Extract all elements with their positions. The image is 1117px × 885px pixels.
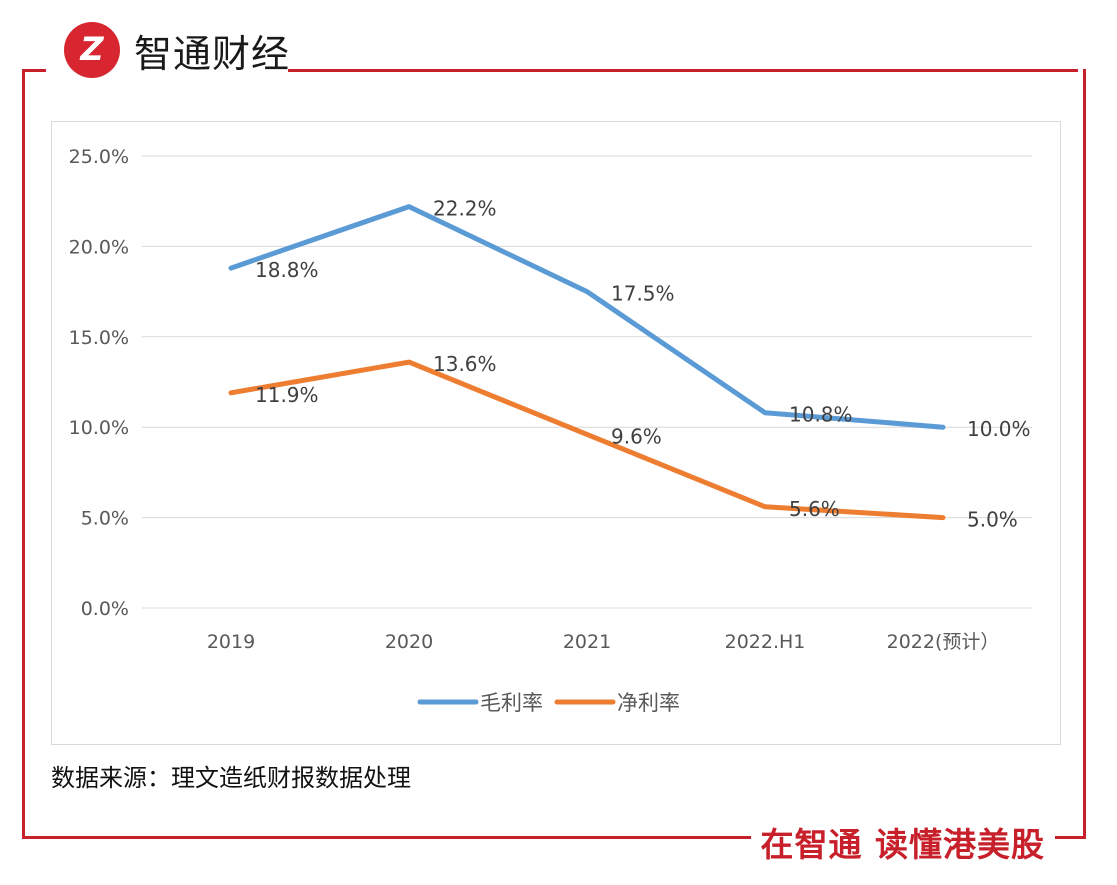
line-chart: 0.0% 5.0% 10.0% 15.0% 20.0% 25.0% 2019 2020 2021… <box>69 146 1032 715</box>
legend-label: 净利率 <box>617 691 680 715</box>
chart-area: 0.0% 5.0% 10.0% 15.0% 20.0% 25.0% 2019 2020 2021… <box>51 121 1061 745</box>
y-tick-label: 0.0% <box>81 598 129 620</box>
y-tick-label: 25.0% <box>69 146 129 168</box>
x-tick-label: 2022(预计） <box>887 631 1000 653</box>
data-label: 11.9% <box>255 383 319 407</box>
y-tick-label: 5.0% <box>81 508 129 530</box>
y-tick-label: 20.0% <box>69 236 129 258</box>
brand-name: 智通财经 <box>134 31 291 76</box>
brand-slogan: 在智通 读懂港美股 <box>750 818 1055 866</box>
data-label: 9.6% <box>611 424 662 448</box>
y-tick-label: 15.0% <box>69 327 129 349</box>
frame-bottom <box>22 836 1086 839</box>
x-tick-label: 2019 <box>207 631 255 653</box>
data-label: 17.5% <box>611 282 675 306</box>
data-label: 10.8% <box>789 403 853 427</box>
frame-left <box>22 69 25 839</box>
y-tick-label: 10.0% <box>69 417 129 439</box>
frame-top-right <box>288 69 1078 72</box>
series-line-gross-margin <box>228 204 946 430</box>
data-label: 10.0% <box>967 417 1031 441</box>
data-source-note: 数据来源：理文造纸财报数据处理 <box>51 764 411 792</box>
svg-text:Z: Z <box>79 30 104 68</box>
legend-label: 毛利率 <box>480 691 543 715</box>
data-label: 22.2% <box>433 197 497 221</box>
data-label: 5.0% <box>967 508 1018 532</box>
x-tick-label: 2021 <box>563 631 611 653</box>
data-label: 13.6% <box>433 352 497 376</box>
brand-logo: Z 智通财经 <box>64 22 290 78</box>
logo-mark-icon: Z <box>64 22 120 78</box>
series-line-net-margin <box>228 359 946 521</box>
x-tick-label: 2020 <box>385 631 433 653</box>
data-label: 5.6% <box>789 497 840 521</box>
frame-right <box>1083 69 1086 839</box>
data-label: 18.8% <box>255 258 319 282</box>
x-tick-label: 2022.H1 <box>725 631 806 653</box>
frame-top-left <box>22 69 46 72</box>
